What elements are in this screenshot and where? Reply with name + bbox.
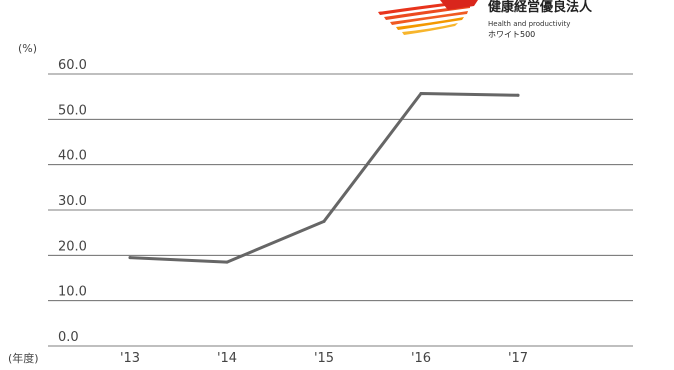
x-tick-label: '14 xyxy=(217,351,237,366)
x-tick-labels: '13 '14 '15 '16 '17 xyxy=(120,351,528,366)
series-group xyxy=(128,91,520,264)
x-tick-label: '16 xyxy=(411,351,431,366)
data-point xyxy=(128,256,132,260)
series-line-0 xyxy=(128,91,520,264)
x-tick-label: '13 xyxy=(120,351,140,366)
data-point xyxy=(419,91,423,95)
y-tick-label: 50.0 xyxy=(58,103,87,118)
y-axis-unit-label: (%) xyxy=(18,42,37,55)
data-point xyxy=(322,219,326,223)
y-tick-label: 60.0 xyxy=(58,58,87,73)
y-tick-labels: 0.0 10.0 20.0 30.0 40.0 50.0 60.0 xyxy=(58,58,87,345)
y-tick-label: 30.0 xyxy=(58,194,87,209)
y-tick-label: 40.0 xyxy=(58,149,87,164)
y-tick-label: 20.0 xyxy=(58,239,87,254)
x-tick-label: '17 xyxy=(508,351,528,366)
x-tick-label: '15 xyxy=(314,351,334,366)
data-point xyxy=(225,260,229,264)
logo-subtitle: Health and productivity xyxy=(488,20,570,28)
y-tick-label: 10.0 xyxy=(58,285,87,300)
health-productivity-logo: 健康経営優良法人 Health and productivity ホワイト500 xyxy=(378,0,593,39)
logo-title: 健康経営優良法人 xyxy=(488,0,593,15)
grid-lines xyxy=(48,73,633,347)
x-axis-unit-label: (年度) xyxy=(8,351,39,365)
y-tick-label: 0.0 xyxy=(58,330,79,345)
logo-emblem-icon xyxy=(378,0,478,35)
data-point xyxy=(516,93,520,97)
logo-subtitle-2: ホワイト500 xyxy=(488,30,535,39)
